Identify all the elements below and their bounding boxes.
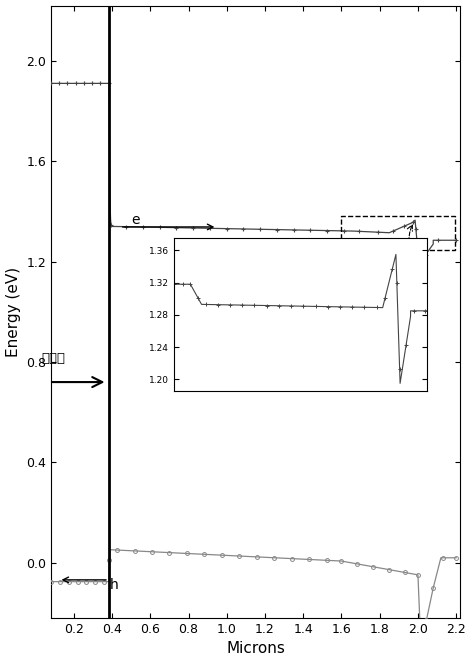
Text: h: h (110, 578, 118, 592)
X-axis label: Microns: Microns (226, 641, 285, 657)
Y-axis label: Energy (eV): Energy (eV) (6, 267, 21, 357)
Bar (340, 216, 455, 250)
Text: 入射光: 入射光 (42, 352, 66, 365)
Text: e: e (131, 213, 140, 227)
